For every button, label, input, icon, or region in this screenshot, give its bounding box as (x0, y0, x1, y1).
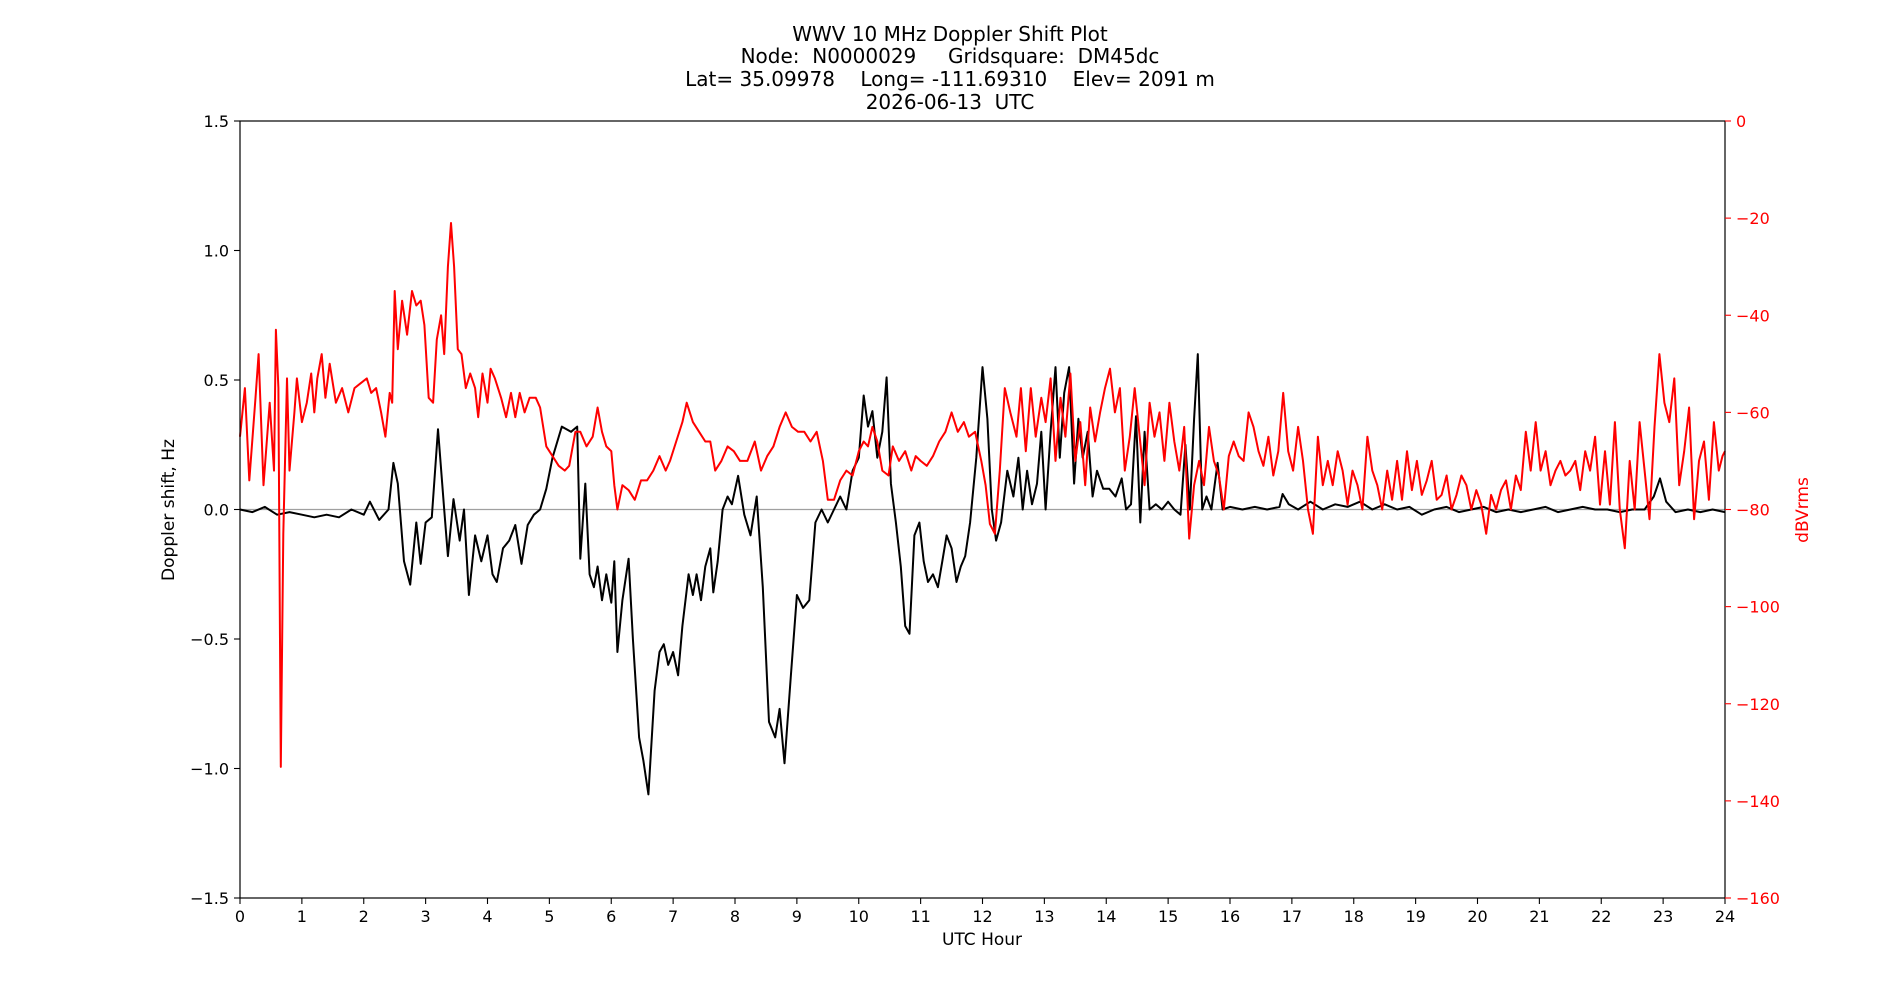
x-tick-label: 9 (792, 907, 802, 926)
y2-tick-label: −20 (1736, 209, 1770, 228)
y2-tick-label: −40 (1736, 306, 1770, 325)
y2-tick-label: −60 (1736, 403, 1770, 422)
x-tick-label: 12 (972, 907, 992, 926)
y-tick-label: 1.5 (204, 112, 229, 131)
x-tick-label: 20 (1467, 907, 1487, 926)
x-tick-label: 6 (606, 907, 616, 926)
y2-tick-label: −100 (1736, 598, 1780, 617)
doppler-series-line (239, 353, 1726, 796)
chart-subtitle-location: Lat= 35.09978 Long= -111.69310 Elev= 209… (685, 67, 1215, 91)
power-series-line (239, 222, 1726, 768)
x-tick-label: 19 (1405, 907, 1425, 926)
x-tick-label: 21 (1529, 907, 1549, 926)
x-tick-label: 4 (482, 907, 492, 926)
y-axis-right: 0 −20 −40 −60 −80 −100 −120 −140 −160 (1725, 112, 1780, 908)
x-tick-label: 2 (359, 907, 369, 926)
x-tick-label: 17 (1282, 907, 1302, 926)
y-tick-label: 1.0 (204, 242, 229, 261)
x-tick-label: 3 (421, 907, 431, 926)
x-tick-label: 7 (668, 907, 678, 926)
y-tick-label: −1.5 (190, 889, 229, 908)
x-tick-label: 0 (235, 907, 245, 926)
chart-subtitle-node: Node: N0000029 Gridsquare: DM45dc (740, 44, 1160, 68)
x-axis-label: UTC Hour (942, 930, 1022, 950)
y-tick-label: −0.5 (190, 630, 229, 649)
y-axis-label: Doppler shift, Hz (159, 439, 179, 581)
y2-tick-label: 0 (1736, 112, 1746, 131)
x-tick-label: 13 (1034, 907, 1054, 926)
x-tick-label: 10 (849, 907, 869, 926)
y2-tick-label: −120 (1736, 695, 1780, 714)
x-axis: 0 1 2 3 4 5 6 7 8 9 10 11 12 13 14 15 16 17 18 19 20 21 22 23 24 (235, 898, 1735, 926)
chart-title: WWV 10 MHz Doppler Shift Plot (792, 22, 1108, 46)
x-tick-label: 11 (910, 907, 930, 926)
x-tick-label: 24 (1715, 907, 1735, 926)
x-tick-label: 15 (1158, 907, 1178, 926)
y2-tick-label: −140 (1736, 792, 1780, 811)
x-tick-label: 1 (297, 907, 307, 926)
x-tick-label: 5 (544, 907, 554, 926)
y2-axis-label: dBVrms (1793, 477, 1813, 543)
x-tick-label: 16 (1220, 907, 1240, 926)
y2-tick-label: −160 (1736, 889, 1780, 908)
y-axis-left: −1.5 −1.0 −0.5 0.0 0.5 1.0 1.5 (190, 112, 240, 908)
plot-area (239, 222, 1726, 796)
x-tick-label: 18 (1344, 907, 1364, 926)
x-tick-label: 22 (1591, 907, 1611, 926)
y2-tick-label: −80 (1736, 501, 1770, 520)
x-tick-label: 14 (1096, 907, 1116, 926)
y-tick-label: 0.5 (204, 371, 229, 390)
y-tick-label: −1.0 (190, 760, 229, 779)
chart-subtitle-date: 2026-06-13 UTC (865, 90, 1035, 114)
x-tick-label: 8 (730, 907, 740, 926)
x-tick-label: 23 (1653, 907, 1673, 926)
y-tick-label: 0.0 (204, 501, 229, 520)
